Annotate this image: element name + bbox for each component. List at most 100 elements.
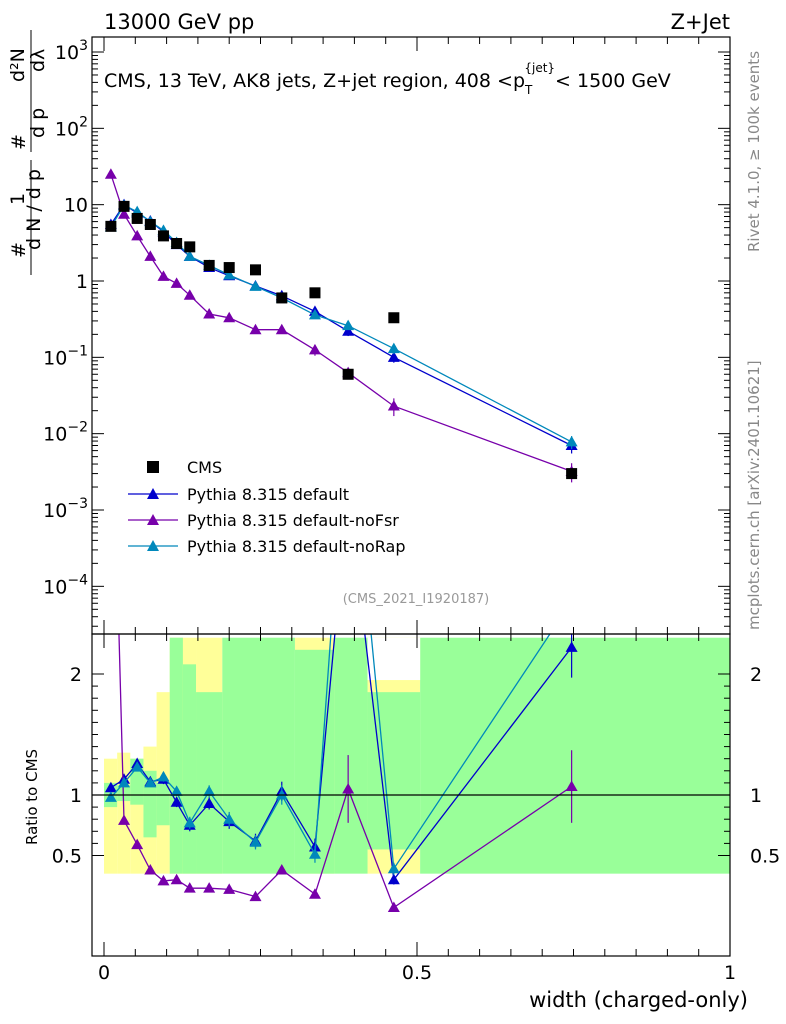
- legend-marker-cms: [147, 461, 159, 473]
- ratio-xlabel: width (charged-only): [529, 988, 748, 1012]
- ratio-point: [275, 864, 288, 875]
- main-point: [308, 343, 321, 355]
- ylabel-dN: d²N: [7, 48, 29, 82]
- main-point-cms: [118, 200, 130, 212]
- main-point: [565, 435, 578, 447]
- main-point: [144, 250, 157, 261]
- main-point: [170, 277, 183, 288]
- main-point: [249, 280, 262, 291]
- main-point-cms: [342, 368, 354, 380]
- ylabel-hash1: #: [8, 242, 30, 258]
- main-point: [183, 250, 196, 261]
- ratio-ytick-label: 2: [70, 664, 82, 686]
- legend-marker: [147, 514, 159, 525]
- main-point-cms: [223, 262, 235, 274]
- main-point: [223, 268, 236, 280]
- main-ytick-label: 10−3: [43, 496, 88, 522]
- ratio-point: [249, 836, 262, 847]
- title-prefix: CMS, 13 TeV, AK8 jets, Z+jet region, 408…: [104, 70, 513, 92]
- ratio-ytick-label-right: 2: [750, 664, 762, 686]
- ratio-point: [131, 838, 144, 850]
- ratio-point: [387, 873, 400, 885]
- ratio-xtick-label: 1: [724, 962, 736, 984]
- ylabel-one: 1: [7, 193, 29, 205]
- ylabel-dl: dλ: [27, 49, 49, 72]
- ratio-point: [203, 785, 216, 796]
- main-point: [387, 342, 400, 354]
- legend-marker: [147, 540, 159, 551]
- main-point-cms: [171, 237, 183, 249]
- main-point: [157, 270, 170, 281]
- rivet-label: Rivet 4.1.0, ≥ 100k events: [745, 51, 763, 252]
- ratio-point: [170, 873, 183, 885]
- ratio-point: [183, 882, 196, 893]
- ratio-band-1sigma: [156, 782, 170, 826]
- main-ytick-label: 10−1: [43, 343, 88, 369]
- ratio-point: [223, 813, 236, 824]
- legend-label: Pythia 8.315 default-noRap: [187, 537, 405, 556]
- main-point: [342, 319, 355, 331]
- ratio-point: [203, 882, 216, 893]
- ratio-band-1sigma: [367, 692, 421, 850]
- main-point: [275, 323, 288, 335]
- main-point: [104, 168, 117, 179]
- header-right: Z+Jet: [671, 10, 730, 34]
- ratio-band-gap: [367, 637, 421, 681]
- title-sup: {jet}: [524, 61, 555, 75]
- ratio-point: [249, 890, 262, 902]
- ratio-point: [131, 761, 144, 772]
- ratio-point: [387, 901, 400, 913]
- main-ytick-label: 10: [64, 195, 88, 217]
- legend-label: Pythia 8.315 default: [187, 485, 349, 504]
- main-ytick-label: 1: [76, 271, 88, 293]
- legend: CMS Pythia 8.315 default Pythia 8.315 defa…: [128, 458, 405, 556]
- main-title: CMS, 13 TeV, AK8 jets, Z+jet region, 408…: [104, 61, 671, 97]
- ratio-point: [565, 780, 578, 792]
- main-point-cms: [144, 218, 156, 230]
- ratio-band-1sigma: [334, 637, 368, 874]
- ratio-ytick-label-right: 1: [750, 785, 762, 807]
- ratio-ylabel: Ratio to CMS: [23, 749, 41, 845]
- main-point: [387, 351, 400, 362]
- ratio-point: [308, 848, 321, 859]
- ratio-panel-background: [104, 637, 730, 874]
- main-point-cms: [276, 292, 288, 304]
- ylabel-hash2: #: [8, 134, 30, 150]
- main-point-cms: [105, 220, 117, 232]
- ratio-point: [387, 862, 400, 874]
- main-point-cms: [157, 230, 169, 242]
- ratio-band-1sigma: [222, 637, 295, 874]
- main-point: [308, 308, 321, 320]
- main-point: [118, 208, 131, 219]
- main-ytick-label: 103: [55, 38, 88, 64]
- ratio-xtick-label: 0.5: [402, 962, 432, 984]
- ratio-point: [157, 874, 170, 886]
- ratio-band-1sigma: [182, 664, 197, 874]
- main-point-cms: [566, 468, 578, 480]
- main-point-cms: [184, 241, 196, 253]
- header-left: 13000 GeV pp: [104, 10, 254, 34]
- ratio-point: [104, 781, 117, 793]
- main-ytick-label: 10−4: [43, 572, 88, 598]
- main-ylabel: # d N / d p 1 # d p d²N dλ: [7, 30, 49, 275]
- legend-label: Pythia 8.315 default-noFsr: [187, 511, 399, 530]
- ratio-band-1sigma: [169, 637, 183, 874]
- main-point: [223, 311, 236, 323]
- ratio-point: [118, 814, 131, 825]
- ratio-point: [144, 864, 157, 875]
- ratio-point: [223, 883, 236, 894]
- ratio-point: [275, 789, 288, 800]
- main-point-cms: [309, 287, 321, 299]
- title-suffix: < 1500 GeV: [555, 70, 671, 92]
- main-ytick-label: 10−2: [43, 420, 88, 446]
- ylabel-frac-b: d p: [27, 108, 49, 138]
- main-point: [249, 323, 262, 335]
- ratio-point: [203, 797, 216, 808]
- ratio-xtick-label: 0: [98, 962, 110, 984]
- legend-label: CMS: [187, 458, 222, 477]
- main-point: [183, 289, 196, 300]
- ratio-band-2sigma: [104, 758, 118, 874]
- main-ytick-label: 102: [55, 114, 88, 140]
